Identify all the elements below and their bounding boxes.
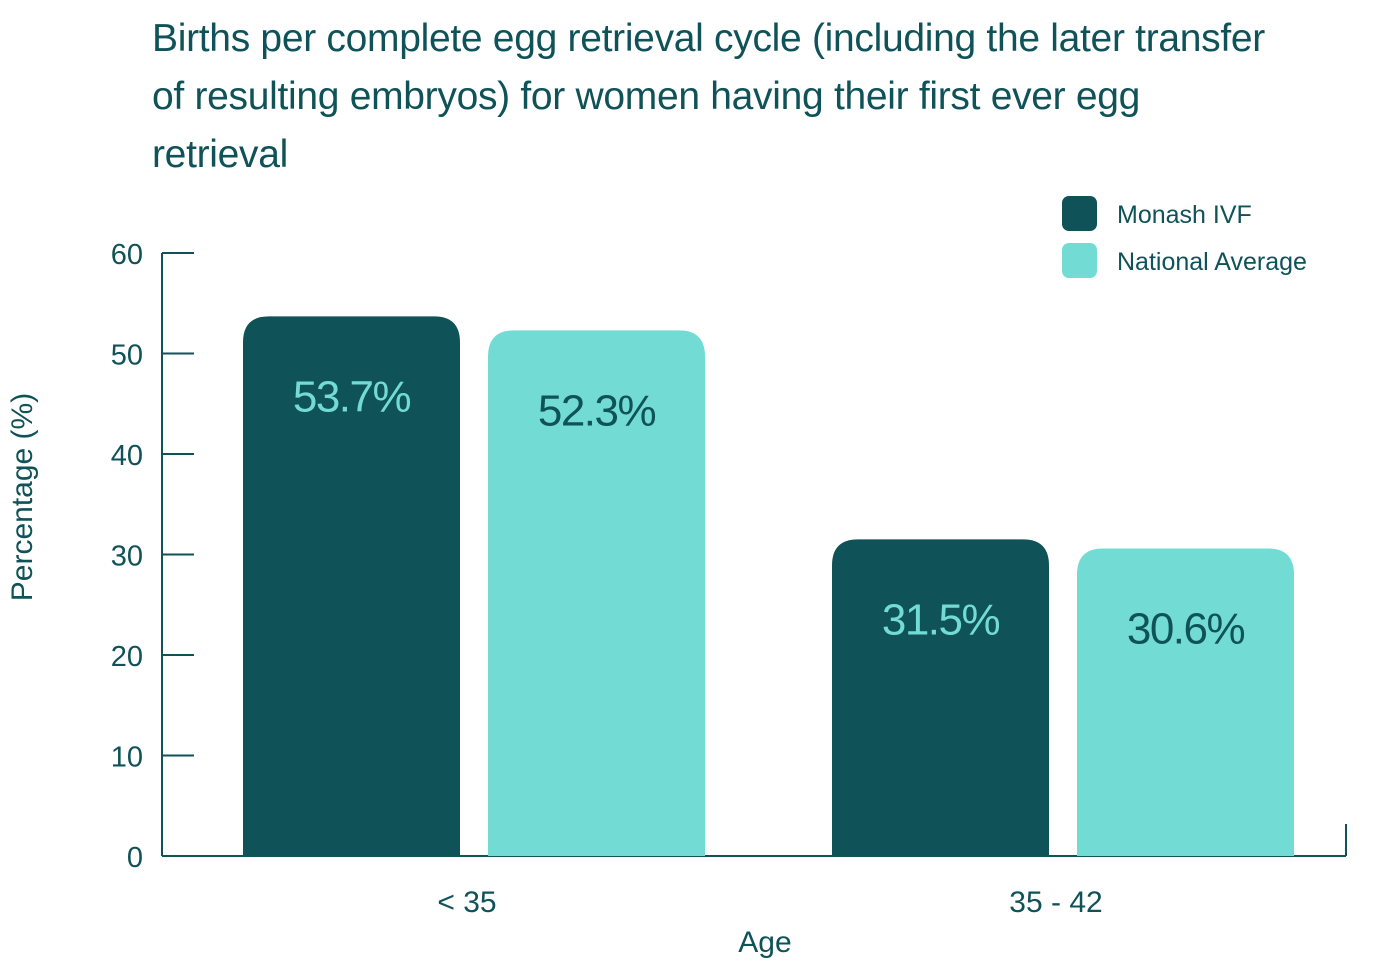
y-tick-label: 20 [111,641,143,673]
legend-swatch [1062,243,1097,278]
x-category-label: < 35 [437,886,496,919]
y-tick-label: 30 [111,541,143,573]
chart-title: Births per complete egg retrieval cycle … [152,17,1265,176]
y-axis-title: Percentage (%) [6,393,39,601]
y-tick-label: 50 [111,340,143,372]
y-tick-label: 40 [111,440,143,472]
data-label: 30.6% [1127,604,1245,653]
y-tick-label: 10 [111,742,143,774]
bar [1077,548,1294,856]
y-tick-label: 0 [127,842,143,874]
data-label: 53.7% [293,372,411,421]
x-category-label: 35 - 42 [1009,886,1102,919]
legend: Monash IVF National Average [1062,196,1307,278]
y-tick-label: 60 [111,239,143,271]
bars: 53.7% 31.5% 52.3% 30.6% [243,316,1294,856]
bar [243,316,460,856]
legend-swatch [1062,196,1097,231]
data-label: 52.3% [538,386,656,435]
bar [832,539,1049,856]
bar [488,330,705,856]
legend-label: Monash IVF [1117,201,1252,229]
legend-label: National Average [1117,248,1307,276]
data-label: 31.5% [882,595,1000,644]
x-axis-title: Age [738,926,791,959]
